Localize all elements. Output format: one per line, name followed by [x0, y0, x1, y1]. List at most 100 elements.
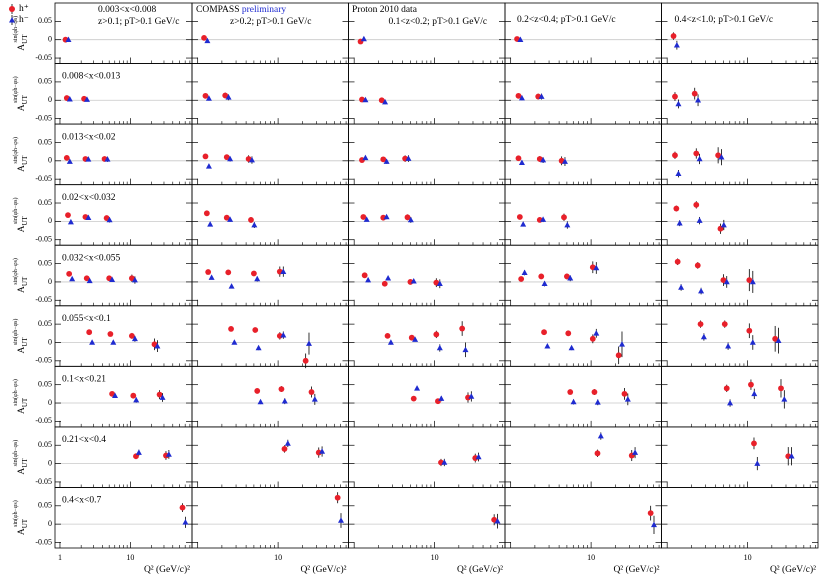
data-point [491, 516, 498, 523]
y-tick-label: 0.05 [38, 77, 52, 86]
data-point [281, 397, 288, 404]
y-label-main: A [17, 346, 27, 353]
data-point [205, 95, 212, 101]
data-point [593, 330, 600, 336]
y-label-sup: sin(φh−φs) [12, 379, 19, 406]
data-point [231, 339, 238, 345]
data-point [201, 34, 207, 41]
data-point [69, 275, 76, 282]
data-point [475, 453, 482, 460]
subtitle: Proton 2010 data [352, 5, 418, 15]
data-point [255, 344, 262, 351]
panel-frame [504, 305, 662, 367]
data-point [672, 152, 678, 159]
data-point [106, 216, 113, 223]
data-point [86, 277, 93, 284]
y-label-sub: UT [21, 397, 29, 407]
data-point [494, 518, 501, 524]
data-point [156, 391, 163, 398]
data-point [632, 449, 639, 455]
data-point [621, 390, 628, 397]
y-tick-label: 0 [48, 35, 52, 44]
data-point [436, 344, 443, 351]
data-point [315, 449, 322, 456]
experiment-title: COMPASS preliminary [196, 5, 286, 15]
y-label-main: A [17, 225, 27, 232]
data-point [465, 394, 471, 401]
data-point [567, 275, 574, 281]
data-point [749, 278, 756, 285]
panel-frame [191, 305, 349, 367]
data-point [676, 220, 683, 226]
panel-frame [348, 63, 506, 125]
data-point [337, 517, 344, 523]
x-axis-label: Q² (GeV/c)² [300, 564, 346, 575]
y-tick-label: -0.05 [35, 416, 52, 425]
panel-frame [504, 63, 662, 125]
data-point [66, 95, 73, 102]
column-label: z>0.1; pT>0.1 GeV/c [98, 17, 179, 27]
y-label-sup: sin(φh−φs) [12, 500, 19, 527]
data-point [203, 210, 210, 217]
y-tick-label: -0.05 [35, 53, 52, 62]
data-point [694, 262, 701, 269]
data-point [182, 519, 189, 525]
data-point [305, 340, 312, 346]
data-point [723, 278, 730, 285]
data-point [85, 214, 92, 220]
data-point [695, 97, 702, 103]
data-point [544, 342, 551, 349]
data-point [520, 221, 527, 227]
data-point [775, 337, 782, 343]
data-point [405, 155, 412, 161]
panel-frame [191, 487, 349, 549]
data-point [693, 201, 700, 208]
experiment: COMPASS [196, 5, 239, 15]
row-label: 0.003<x<0.008 [98, 5, 156, 15]
data-point [541, 280, 548, 287]
column-label: 0.1<z<0.2; pT>0.1 GeV/c [389, 17, 488, 27]
data-point [563, 273, 570, 280]
data-point [302, 357, 309, 364]
y-axis-label: AUTsin(φh−φs) [12, 258, 28, 293]
data-point [280, 331, 287, 338]
panel-frame [661, 184, 819, 246]
y-tick-label: 0 [48, 398, 52, 407]
row-label: 0.4<x<0.7 [62, 496, 101, 506]
data-point [433, 331, 440, 338]
data-point [83, 96, 90, 102]
data-point [414, 385, 421, 391]
data-point [441, 459, 448, 465]
data-point [749, 339, 756, 345]
row-label: 0.21<x<0.4 [62, 435, 106, 445]
y-label-main: A [17, 104, 27, 111]
data-point [227, 216, 234, 222]
y-tick-label: -0.05 [35, 295, 52, 304]
panel-frame [191, 63, 349, 125]
data-point [693, 150, 700, 157]
data-point [720, 221, 727, 228]
panel-frame [504, 244, 662, 307]
data-point [254, 275, 261, 282]
data-point [673, 42, 680, 48]
data-point [589, 335, 596, 342]
row-label: 0.1<x<0.21 [62, 375, 106, 385]
y-label-sub: UT [21, 155, 29, 165]
y-label-sub: UT [21, 34, 29, 44]
y-axis-label: AUTsin(φh−φs) [12, 379, 28, 414]
data-point [517, 36, 524, 43]
data-point [670, 33, 677, 39]
data-point [384, 332, 391, 339]
data-point [436, 280, 443, 287]
y-tick-label: 0 [48, 337, 52, 346]
data-point [85, 156, 92, 162]
panel-frame [661, 244, 819, 307]
panel-frame [348, 184, 506, 246]
panel-frame [504, 184, 662, 246]
data-point [698, 287, 705, 294]
data-point [107, 331, 114, 337]
data-point [675, 170, 682, 176]
y-label-sub: UT [21, 215, 29, 225]
y-tick-label: 0.05 [38, 258, 52, 267]
data-point [615, 352, 622, 359]
